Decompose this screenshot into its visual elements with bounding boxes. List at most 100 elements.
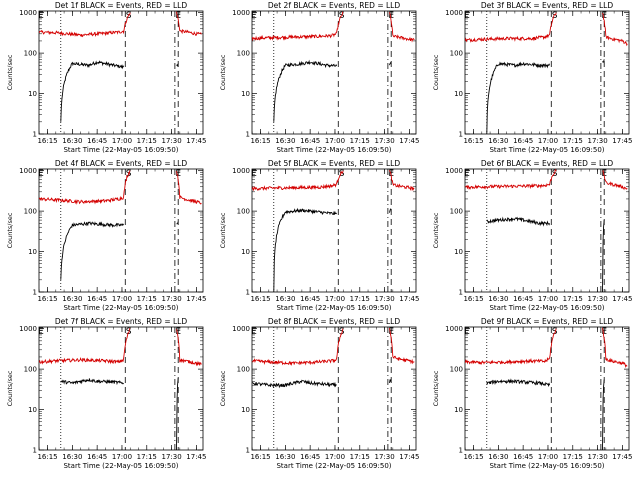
plot-frame xyxy=(251,326,417,451)
series-lld-line xyxy=(602,169,628,191)
phase-marker-label: E xyxy=(464,11,470,21)
x-tick-label: 16:30 xyxy=(488,137,508,145)
plot-frame xyxy=(464,10,630,135)
x-axis-label: Start Time (22-May-05 16:09:50) xyxy=(276,462,391,470)
y-tick-label: 10 xyxy=(454,406,463,414)
y-tick-label: 1 xyxy=(246,289,250,297)
series-events-line xyxy=(602,59,605,64)
x-axis-label: Start Time (22-May-05 16:09:50) xyxy=(63,304,178,312)
phase-marker-label: E xyxy=(38,327,44,337)
phase-marker-label: E xyxy=(388,327,394,337)
x-tick-label: 16:15 xyxy=(463,453,483,461)
x-tick-label: 17:30 xyxy=(374,137,394,145)
x-tick-label: 17:45 xyxy=(612,453,632,461)
x-tick-label: 17:45 xyxy=(399,295,419,303)
series-events-line xyxy=(60,378,124,386)
phase-marker-label: E xyxy=(175,169,181,179)
x-tick-label: 17:30 xyxy=(161,453,181,461)
series-lld-line xyxy=(38,170,131,205)
x-tick-label: 17:30 xyxy=(161,295,181,303)
y-tick-label: 10 xyxy=(454,90,463,98)
panel-title: Det 3f BLACK = Events, RED = LLD xyxy=(481,1,614,10)
panel-det-2: Det 2f BLACK = Events, RED = LLD Counts/s… xyxy=(219,1,419,154)
y-tick-label: 1000 xyxy=(445,167,463,175)
x-tick-label: 17:00 xyxy=(538,295,558,303)
x-tick-label: 16:45 xyxy=(87,453,107,461)
series-events-line xyxy=(176,63,179,67)
phase-marker-label: E xyxy=(388,11,394,21)
phase-marker-label: E xyxy=(251,327,257,337)
plot-frame xyxy=(464,326,630,451)
x-tick-label: 17:00 xyxy=(325,137,345,145)
x-tick-label: 17:00 xyxy=(538,453,558,461)
x-axis-label: Start Time (22-May-05 16:09:50) xyxy=(489,304,604,312)
y-tick-label: 1000 xyxy=(19,167,37,175)
x-tick-label: 17:15 xyxy=(563,137,583,145)
y-tick-label: 100 xyxy=(24,50,37,58)
x-tick-label: 16:15 xyxy=(250,137,270,145)
x-tick-label: 17:30 xyxy=(161,137,181,145)
x-axis-label: Start Time (22-May-05 16:09:50) xyxy=(63,462,178,470)
y-axis-label: Counts/sec xyxy=(6,370,14,406)
series-lld-line xyxy=(176,171,202,205)
series-lld-line xyxy=(602,12,628,47)
series-events-line xyxy=(389,61,392,66)
series-events-line xyxy=(602,379,605,451)
plot-frame xyxy=(464,168,630,293)
panel-title: Det 2f BLACK = Events, RED = LLD xyxy=(268,1,401,10)
x-tick-label: 16:30 xyxy=(275,295,295,303)
plot-frame xyxy=(251,10,417,135)
x-axis-label: Start Time (22-May-05 16:09:50) xyxy=(489,146,604,154)
x-tick-label: 16:45 xyxy=(300,453,320,461)
y-tick-label: 1 xyxy=(459,131,463,139)
y-axis-label: Counts/sec xyxy=(432,54,440,90)
series-lld-line xyxy=(176,11,202,37)
x-tick-label: 16:15 xyxy=(463,137,483,145)
y-tick-label: 1000 xyxy=(445,9,463,17)
x-tick-label: 16:45 xyxy=(513,453,533,461)
series-events-line xyxy=(273,207,337,293)
panel-det-1: Det 1f BLACK = Events, RED = LLD Counts/s… xyxy=(6,1,206,154)
x-axis-label: Start Time (22-May-05 16:09:50) xyxy=(489,462,604,470)
x-tick-label: 17:15 xyxy=(137,137,157,145)
x-tick-label: 17:00 xyxy=(325,453,345,461)
x-tick-label: 16:45 xyxy=(300,137,320,145)
phase-marker-label: E xyxy=(464,327,470,337)
y-axis-label: Counts/sec xyxy=(6,54,14,90)
y-axis-label: Counts/sec xyxy=(6,212,14,248)
series-lld-line xyxy=(38,328,131,365)
x-tick-label: 16:30 xyxy=(62,137,82,145)
y-tick-label: 100 xyxy=(450,366,463,374)
series-lld-line xyxy=(176,329,202,367)
x-tick-label: 17:30 xyxy=(587,453,607,461)
x-tick-label: 17:00 xyxy=(112,137,132,145)
y-tick-label: 1000 xyxy=(19,9,37,17)
x-tick-label: 16:30 xyxy=(488,453,508,461)
panel-title: Det 7f BLACK = Events, RED = LLD xyxy=(55,317,188,326)
series-lld-line xyxy=(251,170,344,192)
x-tick-label: 17:15 xyxy=(137,295,157,303)
y-tick-label: 100 xyxy=(450,50,463,58)
x-tick-label: 16:45 xyxy=(87,295,107,303)
x-tick-label: 17:15 xyxy=(350,453,370,461)
panel-det-4: Det 4f BLACK = Events, RED = LLD Counts/s… xyxy=(6,159,206,312)
y-axis-label: Counts/sec xyxy=(432,370,440,406)
y-tick-label: 10 xyxy=(28,90,37,98)
panel-det-5: Det 5f BLACK = Events, RED = LLD Counts/s… xyxy=(219,159,419,312)
x-tick-label: 16:15 xyxy=(250,453,270,461)
x-tick-label: 16:45 xyxy=(513,295,533,303)
series-events-line xyxy=(486,378,551,388)
x-tick-label: 16:45 xyxy=(87,137,107,145)
panel-title: Det 6f BLACK = Events, RED = LLD xyxy=(481,159,614,168)
y-axis-label: Counts/sec xyxy=(432,212,440,248)
x-tick-label: 16:30 xyxy=(488,295,508,303)
plot-frame xyxy=(38,10,204,135)
panel-det-3: Det 3f BLACK = Events, RED = LLD Counts/s… xyxy=(432,1,632,154)
y-tick-label: 1000 xyxy=(232,9,250,17)
x-tick-label: 16:30 xyxy=(62,453,82,461)
series-lld-line xyxy=(465,168,557,191)
x-tick-label: 17:00 xyxy=(112,295,132,303)
y-tick-label: 100 xyxy=(24,366,37,374)
plot-frame xyxy=(251,168,417,293)
